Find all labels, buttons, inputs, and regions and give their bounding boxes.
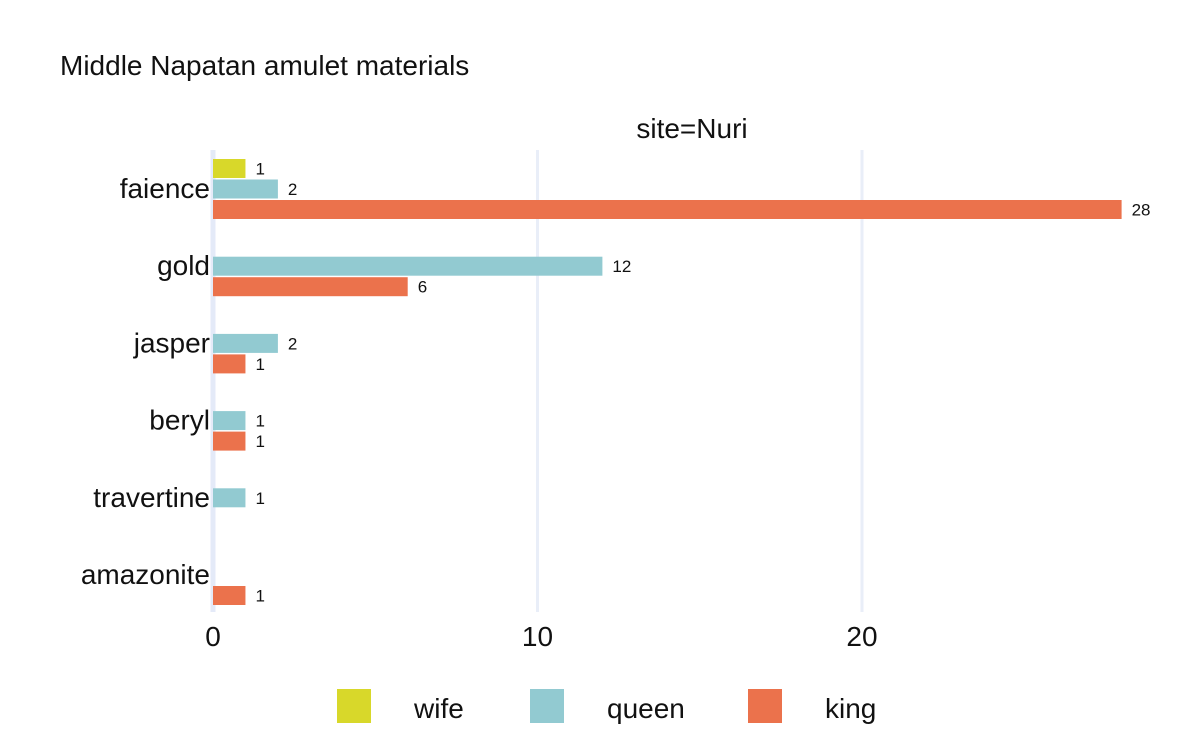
chart-title: Middle Napatan amulet materials bbox=[60, 50, 469, 81]
facet-label: site=Nuri bbox=[636, 113, 747, 144]
x-tick-label: 0 bbox=[205, 621, 221, 652]
category-label: faience bbox=[120, 173, 210, 204]
bar-king bbox=[213, 586, 246, 605]
bar-queen bbox=[213, 333, 278, 353]
category-label: beryl bbox=[149, 405, 210, 436]
data-label: 1 bbox=[255, 489, 264, 508]
x-tick-labels: 0 10 20 bbox=[205, 621, 877, 652]
data-label: 1 bbox=[255, 587, 264, 606]
bars bbox=[213, 159, 1122, 605]
data-label: 28 bbox=[1132, 201, 1151, 220]
legend-swatch-king bbox=[748, 689, 782, 723]
x-tick-label: 20 bbox=[846, 621, 877, 652]
category-label: jasper bbox=[133, 327, 210, 358]
data-label: 1 bbox=[255, 412, 264, 431]
legend-label-queen: queen bbox=[607, 693, 685, 724]
data-label: 1 bbox=[255, 432, 264, 451]
bar-king bbox=[213, 431, 246, 451]
legend-swatch-queen bbox=[530, 689, 564, 723]
x-tick-label: 10 bbox=[522, 621, 553, 652]
data-label: 6 bbox=[418, 278, 427, 297]
bar-queen bbox=[213, 411, 246, 431]
bar-king bbox=[213, 277, 408, 297]
category-label: travertine bbox=[93, 482, 210, 513]
bar-queen bbox=[213, 488, 246, 508]
bar-king bbox=[213, 354, 246, 374]
data-label: 1 bbox=[255, 160, 264, 179]
data-label: 12 bbox=[612, 257, 631, 276]
bar-wife bbox=[213, 159, 246, 178]
category-label: amazonite bbox=[81, 559, 210, 590]
legend-label-wife: wife bbox=[413, 693, 464, 724]
category-labels: faience gold jasper beryl travertine amazonit… bbox=[81, 173, 210, 590]
legend-swatch-wife bbox=[337, 689, 371, 723]
gridlines bbox=[210, 150, 864, 612]
data-label: 2 bbox=[288, 180, 297, 199]
data-label: 1 bbox=[255, 355, 264, 374]
bar-queen bbox=[213, 256, 603, 276]
bar-king bbox=[213, 200, 1122, 219]
data-label: 2 bbox=[288, 334, 297, 353]
legend: wife queen king bbox=[337, 689, 876, 724]
bar-queen bbox=[213, 179, 278, 199]
legend-label-king: king bbox=[825, 693, 876, 724]
category-label: gold bbox=[157, 250, 210, 281]
